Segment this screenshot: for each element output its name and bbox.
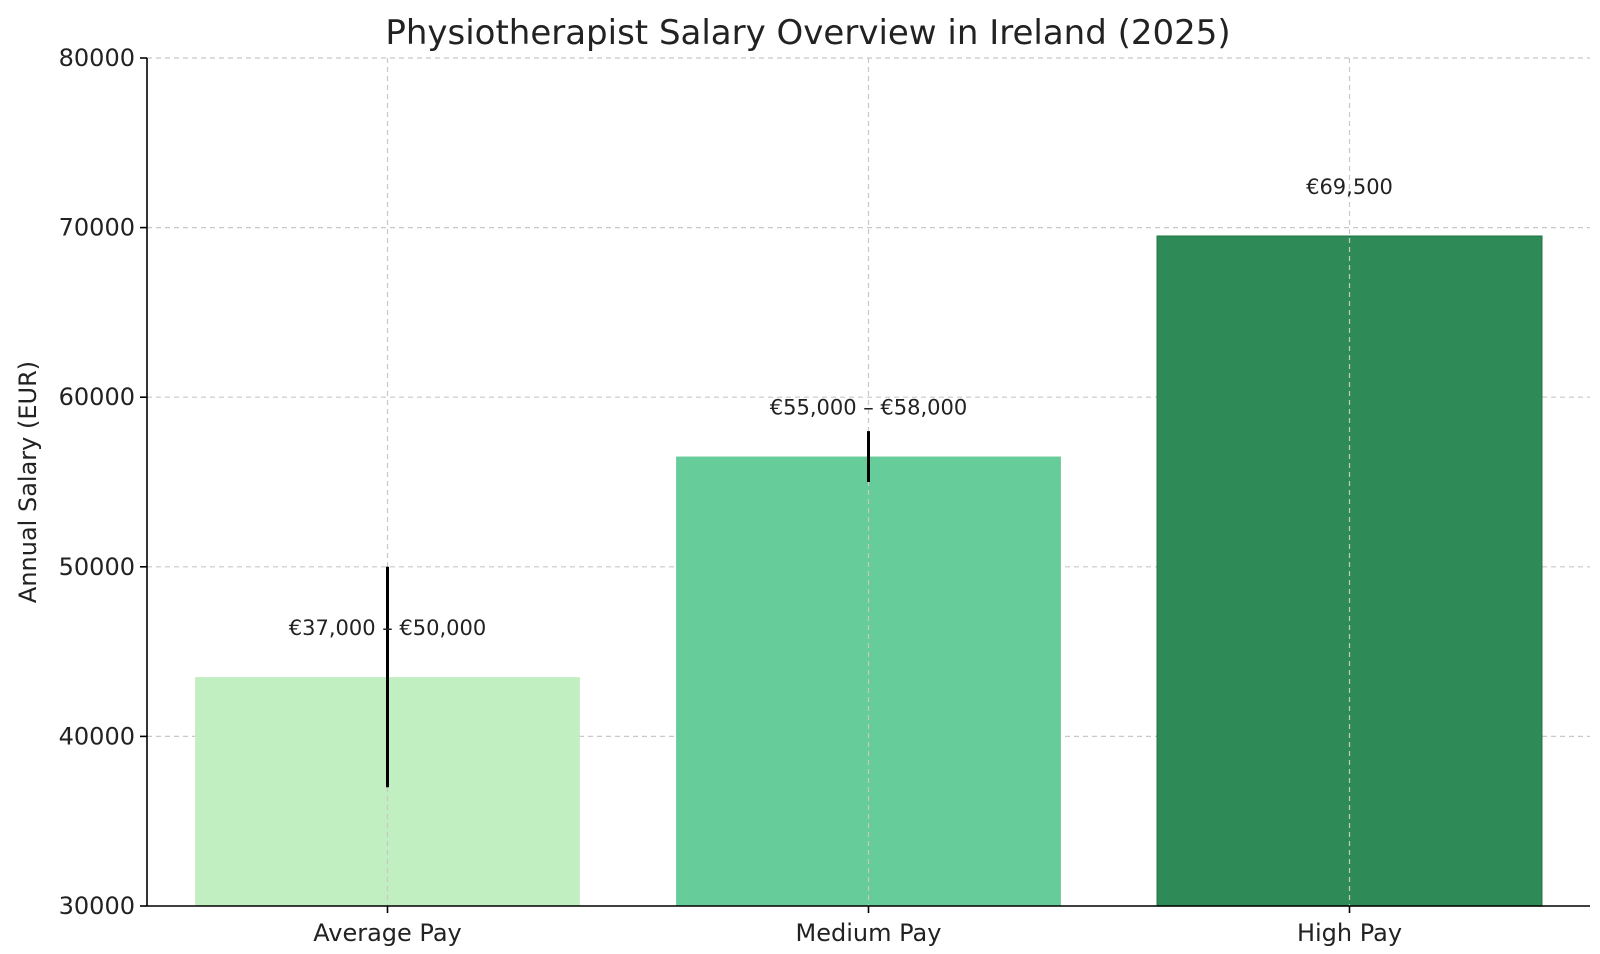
data-labels: €37,000 – €50,000 €55,000 – €58,000 €69,50… xyxy=(289,175,1393,640)
y-tick-label: 60000 xyxy=(59,383,135,411)
data-label: €37,000 – €50,000 xyxy=(289,616,487,640)
y-tick-label: 40000 xyxy=(59,722,135,750)
y-tick-label: 80000 xyxy=(59,44,135,72)
axes xyxy=(140,57,1590,913)
x-tick-label: High Pay xyxy=(1297,919,1402,947)
x-tick-label: Medium Pay xyxy=(796,919,942,947)
data-label: €55,000 – €58,000 xyxy=(770,396,968,420)
x-tick-labels: Average Pay Medium Pay High Pay xyxy=(313,919,1402,947)
error-bars xyxy=(386,431,870,788)
chart-title: Physiotherapist Salary Overview in Irela… xyxy=(385,13,1230,53)
y-tick-label: 70000 xyxy=(59,214,135,242)
y-tick-label: 50000 xyxy=(59,553,135,581)
data-label: €69,500 xyxy=(1306,175,1393,199)
x-tick-label: Average Pay xyxy=(313,919,462,947)
y-tick-label: 30000 xyxy=(59,892,135,920)
y-axis-label: Annual Salary (EUR) xyxy=(14,361,42,603)
y-tick-labels: 30000 40000 50000 60000 70000 80000 xyxy=(59,44,135,920)
